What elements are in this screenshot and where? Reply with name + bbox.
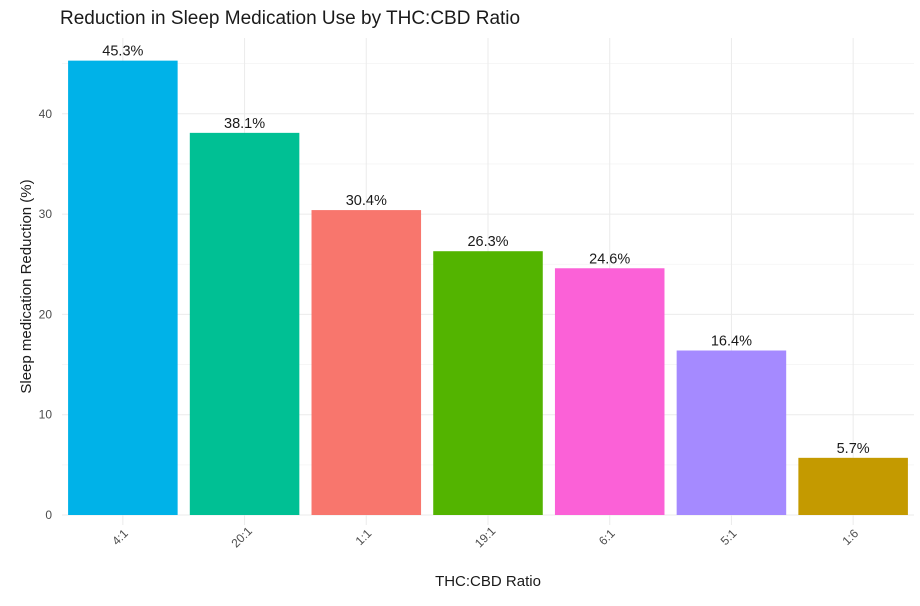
bar-1-1: [311, 210, 422, 515]
x-tick-label: 5:1: [718, 526, 740, 548]
bar-value-label: 24.6%: [589, 251, 630, 267]
x-tick-label: 6:1: [596, 526, 618, 548]
bar-1-6: [798, 457, 908, 515]
bar-value-labels: 45.3% 38.1% 30.4% 26.3% 24.6% 16.4% 5.7%: [102, 44, 869, 457]
y-axis-title: Sleep medication Reduction (%): [18, 179, 35, 393]
bars: [68, 60, 908, 516]
bar-value-label: 5.7%: [837, 441, 870, 457]
bar-value-label: 38.1%: [224, 116, 265, 132]
y-tick-label: 30: [39, 207, 53, 221]
bar-6-1: [554, 268, 665, 515]
y-tick-label: 10: [39, 408, 53, 422]
y-tick-label: 40: [39, 107, 53, 121]
x-tick-label: 1:1: [353, 526, 375, 548]
x-tick-label: 20:1: [229, 524, 256, 551]
x-axis-ticks: 4:1 20:1 1:1 19:1 6:1 5:1 1:6: [109, 524, 861, 551]
bar-value-label: 30.4%: [346, 193, 387, 209]
y-tick-label: 20: [39, 307, 53, 321]
bar-value-label: 16.4%: [711, 334, 752, 350]
y-tick-label: 0: [45, 508, 52, 522]
x-axis-title: THC:CBD Ratio: [435, 573, 541, 590]
y-axis-ticks: 0 10 20 30 40: [39, 107, 53, 522]
chart-title: Reduction in Sleep Medication Use by THC…: [60, 8, 521, 29]
bar-value-label: 26.3%: [467, 234, 508, 250]
x-tick-label: 4:1: [109, 526, 131, 548]
x-tick-label: 19:1: [472, 524, 499, 551]
bar-5-1: [676, 350, 787, 515]
bar-19-1: [433, 251, 543, 515]
bar-value-label: 45.3%: [102, 44, 143, 60]
x-tick-label: 1:6: [839, 526, 861, 548]
bar-4-1: [68, 60, 178, 516]
bar-20-1: [189, 132, 300, 515]
